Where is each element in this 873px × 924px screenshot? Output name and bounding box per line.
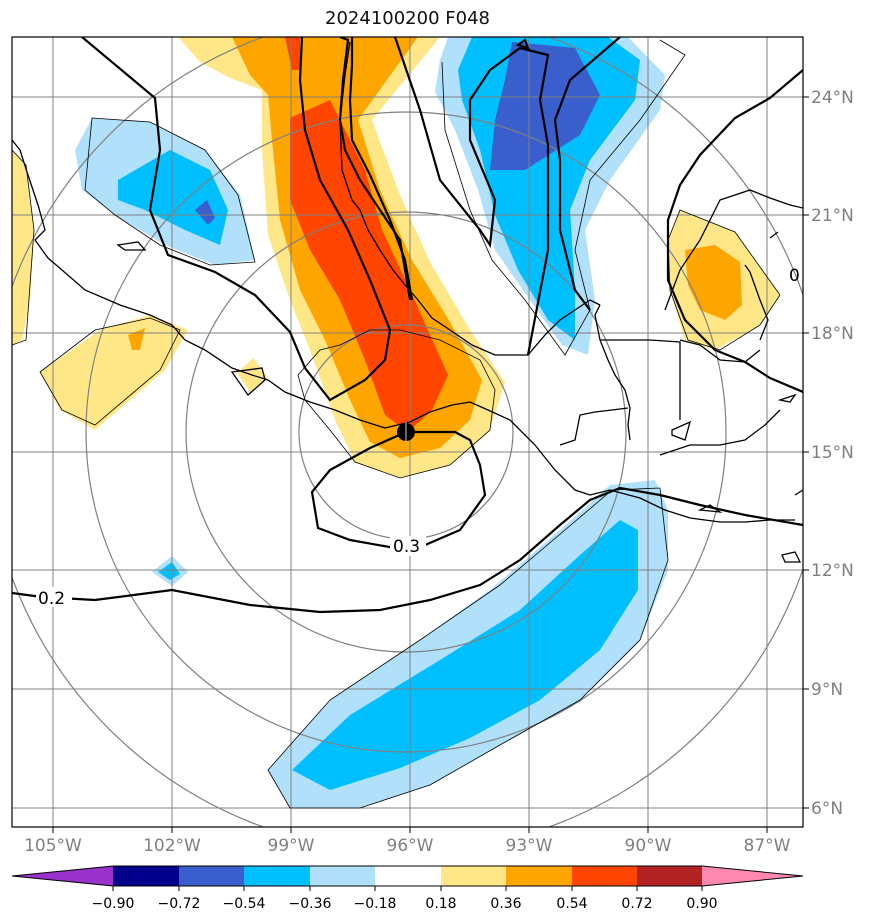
contour-label-0: 0: [789, 266, 800, 286]
colorbar-tick-2: −0.72: [158, 896, 201, 912]
range-rings: [12, 37, 803, 827]
colorbar-seg-5: [375, 866, 441, 886]
lon-label-96w: 96°W: [387, 836, 434, 856]
colorbar-seg-9: [637, 866, 702, 886]
lon-label-93w: 93°W: [506, 836, 553, 856]
contour-labels: 0.3 0.2 0: [36, 266, 800, 609]
lat-label-24n: 24°N: [811, 88, 854, 108]
coastlines: [12, 41, 803, 563]
colorbar-tick-5: −0.18: [354, 896, 397, 912]
negative-north-dark: [490, 42, 600, 170]
lon-label-90w: 90°W: [625, 836, 672, 856]
graticule: [12, 37, 803, 827]
map-panel: 0.3 0.2 0: [12, 37, 803, 827]
colorbar-seg-4: [310, 866, 375, 886]
colorbar-seg-2: [179, 866, 244, 886]
colorbar-seg-3: [244, 866, 310, 886]
lat-label-21n: 21°N: [811, 206, 854, 226]
contour-label-03: 0.3: [393, 537, 420, 557]
colorbar-over: [702, 866, 803, 886]
map-frame: [11, 36, 804, 828]
thin-contours: [12, 39, 781, 809]
colorbar-tick-4: −0.36: [289, 896, 332, 912]
colorbar-tick-3: −0.54: [223, 896, 266, 912]
lon-label-102w: 102°W: [143, 836, 201, 856]
lat-label-18n: 18°N: [811, 324, 854, 344]
lon-label-87w: 87°W: [744, 836, 791, 856]
lon-label-105w: 105°W: [24, 836, 82, 856]
storm-center-marker: [397, 422, 415, 442]
colorbar-tick-9: 0.72: [621, 896, 652, 912]
map-title: 2024100200 F048: [325, 8, 490, 29]
colorbar-tick-7: 0.36: [490, 896, 521, 912]
colorbar-seg-6: [441, 866, 506, 886]
filled-contours: [12, 37, 780, 808]
negative-southeast-blue: [292, 520, 638, 790]
lat-label-12n: 12°N: [811, 561, 854, 581]
lat-label-6n: 6°N: [811, 799, 843, 819]
colorbar-tick-6: 0.18: [425, 896, 456, 912]
colorbar-under: [12, 866, 113, 886]
lat-label-9n: 9°N: [811, 680, 843, 700]
latitude-labels: 24°N 21°N 18°N 15°N 12°N 9°N 6°N: [811, 88, 854, 819]
positive-southwest: [40, 315, 188, 430]
colorbar-tick-1: −0.90: [92, 896, 135, 912]
colorbar-seg-7: [506, 866, 572, 886]
longitude-labels: 105°W 102°W 99°W 96°W 93°W 90°W 87°W: [24, 836, 791, 856]
axis-ticks: [52, 96, 809, 833]
negative-northwest-dark: [195, 200, 215, 225]
positive-band-red: [290, 100, 448, 432]
lon-label-99w: 99°W: [268, 836, 315, 856]
negative-northwest-blue: [118, 150, 228, 245]
colorbar-tick-10: 0.90: [686, 896, 717, 912]
colorbar-tick-8: 0.54: [556, 896, 587, 912]
lat-label-15n: 15°N: [811, 443, 854, 463]
colorbar-seg-1: [113, 866, 179, 886]
colorbar: −0.90 −0.72 −0.54 −0.36 −0.18 0.18 0.36 …: [11, 865, 804, 912]
contour-label-02: 0.2: [38, 589, 65, 609]
positive-west-edge: [12, 150, 34, 345]
colorbar-seg-8: [572, 866, 637, 886]
